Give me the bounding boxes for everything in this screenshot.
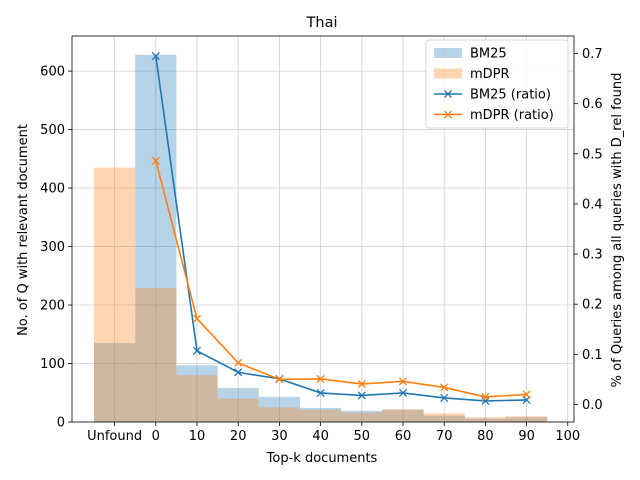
- y2-tick-label: 0.2: [582, 298, 603, 313]
- y2-tick-label: 0.4: [582, 197, 603, 212]
- marker-mdpr-ratio--7: [440, 383, 449, 392]
- marker-mdpr-ratio--6: [398, 377, 408, 386]
- marker-mdpr-ratio--1: [192, 314, 202, 323]
- line-bm25-ratio-: [155, 55, 527, 402]
- x-tick-label: 80: [477, 429, 494, 444]
- bar-bm25-4: [258, 396, 300, 422]
- bars: [94, 54, 548, 423]
- marker-mdpr-ratio--0: [151, 156, 160, 165]
- bar-bm25-9: [464, 418, 506, 422]
- marker-mdpr-ratio--2: [234, 358, 243, 367]
- legend-label: BM25 (ratio): [470, 88, 551, 103]
- legend-box: [425, 39, 569, 129]
- x-axis-title: Top-k documents: [266, 451, 378, 466]
- bar-mdpr-4: [258, 407, 300, 422]
- bar-bm25-1: [135, 54, 177, 423]
- legend: BM25 mDPR BM25 (ratio) mDPR (ratio): [425, 39, 569, 129]
- marker-bm25-ratio--0: [151, 51, 160, 61]
- bar-bm25-6: [341, 410, 383, 422]
- chart-title: Thai: [306, 15, 338, 31]
- marker-mdpr-ratio--5: [357, 379, 366, 388]
- bar-bm25-10: [506, 417, 548, 422]
- marker-bm25-ratio--6: [398, 388, 408, 397]
- y-axis-left: 0 100 200 300 400 500 600: [40, 65, 72, 431]
- marker-bm25-ratio--1: [192, 346, 202, 355]
- x-tick-label: 10: [189, 429, 206, 444]
- y-tick-label: 300: [40, 240, 65, 255]
- bar-bm25-8: [423, 415, 465, 422]
- y2-tick-label: 0.5: [582, 147, 603, 162]
- y-tick-label: 0: [57, 416, 65, 431]
- bar-mdpr-5: [300, 409, 342, 422]
- bar-mdpr-2: [176, 375, 218, 422]
- y-axis-title: No. of Q with relevant document: [16, 124, 31, 336]
- bar-mdpr-10: [506, 416, 548, 422]
- legend-swatch-bm25: [434, 48, 462, 58]
- bar-bm25-7: [382, 409, 424, 422]
- x-tick-label: 30: [271, 429, 288, 444]
- bar-bm25-3: [217, 388, 259, 422]
- legend-label: mDPR (ratio): [470, 108, 554, 123]
- legend-swatch-mdpr: [434, 68, 462, 79]
- marker-bm25-ratio--2: [234, 368, 243, 377]
- marker-mdpr-ratio--8: [481, 392, 490, 401]
- bar-mdpr-8: [423, 413, 465, 422]
- x-tick-label: 20: [230, 429, 247, 444]
- ratio-lines: [151, 51, 531, 406]
- bar-bm25-0: [94, 343, 136, 422]
- x-tick-label: 60: [395, 429, 412, 444]
- y2-tick-label: 0.1: [582, 348, 603, 363]
- x-tick-label: 70: [436, 429, 453, 444]
- bar-mdpr-1: [135, 288, 177, 422]
- legend-label: BM25: [470, 47, 507, 62]
- x-tick-label: 40: [312, 429, 329, 444]
- x-tick-label: Unfound: [87, 429, 142, 444]
- marker-bm25-ratio--4: [316, 388, 325, 397]
- y2-tick-label: 0.6: [582, 97, 603, 112]
- x-tick-label: 0: [152, 429, 160, 444]
- bar-bm25-2: [176, 365, 218, 422]
- legend-swatch-mdpr-ratio-: [434, 110, 462, 119]
- marker-mdpr-ratio--4: [316, 374, 325, 383]
- bar-mdpr-6: [341, 412, 383, 422]
- y2-tick-label: 0.0: [582, 398, 603, 413]
- marker-mdpr-ratio--3: [275, 375, 284, 384]
- y-axis-right: 0.0 0.1 0.2 0.3 0.4 0.5 0.6 0.7: [574, 47, 603, 413]
- y2-tick-label: 0.3: [582, 248, 603, 263]
- x-tick-label: 50: [354, 429, 371, 444]
- y-tick-label: 100: [40, 357, 65, 372]
- x-tick-label: 100: [555, 429, 580, 444]
- y-tick-label: 600: [40, 65, 65, 80]
- line-mdpr-ratio-: [155, 160, 527, 398]
- plot-frame: [71, 35, 575, 423]
- x-axis: Unfound 0 10 20 30 40 50 60 70 80 90 100: [87, 422, 580, 444]
- x-tick-label: 90: [518, 429, 535, 444]
- y2-tick-label: 0.7: [582, 47, 603, 62]
- marker-bm25-ratio--7: [440, 393, 449, 402]
- bar-bm25-5: [300, 407, 342, 422]
- y-tick-label: 500: [40, 123, 65, 138]
- y2-axis-title: % of Queries among all queries with D_re…: [610, 73, 625, 388]
- marker-mdpr-ratio--9: [522, 390, 531, 399]
- bar-mdpr-0: [94, 167, 136, 422]
- legend-label: mDPR: [470, 67, 510, 82]
- bar-mdpr-7: [382, 409, 424, 422]
- y-tick-label: 400: [40, 182, 65, 197]
- bar-mdpr-3: [217, 398, 259, 422]
- bar-mdpr-9: [464, 417, 506, 422]
- y-tick-label: 200: [40, 299, 65, 314]
- legend-swatch-bm25-ratio-: [434, 89, 462, 99]
- marker-bm25-ratio--5: [357, 391, 366, 400]
